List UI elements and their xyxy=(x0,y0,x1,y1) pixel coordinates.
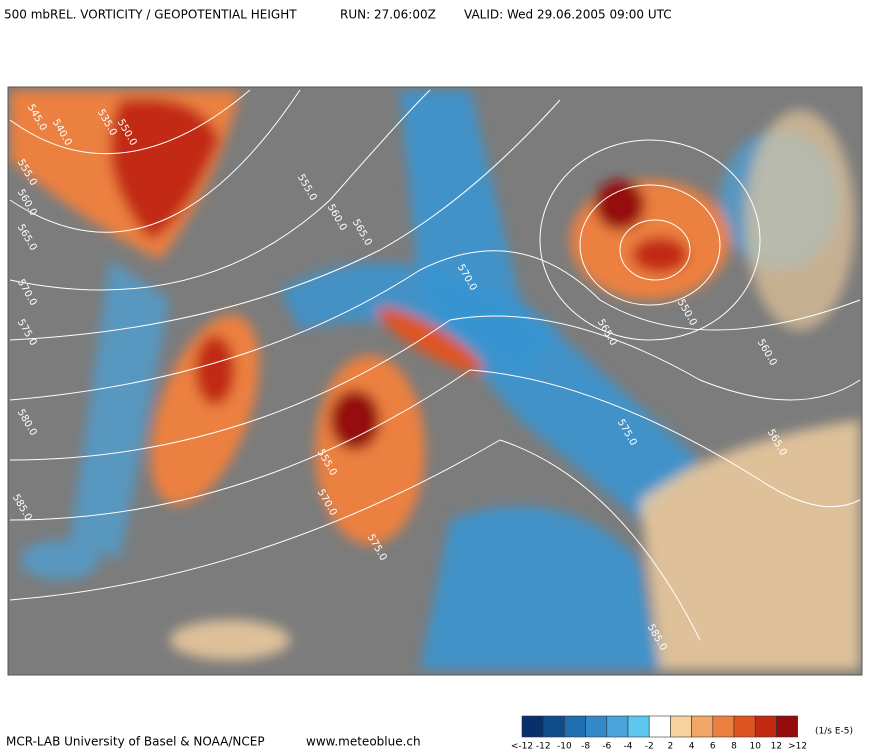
legend-label: 10 xyxy=(749,742,761,750)
legend-label: 8 xyxy=(731,742,737,750)
map-frame xyxy=(7,86,863,676)
legend-label: 2 xyxy=(668,742,674,750)
title: 500 mbREL. VORTICITY / GEOPOTENTIAL HEIG… xyxy=(4,8,297,22)
footer-source: MCR-LAB University of Basel & NOAA/NCEP xyxy=(6,735,265,749)
valid: VALID: Wed 29.06.2005 09:00 UTC xyxy=(464,8,672,22)
height-contours xyxy=(9,89,861,641)
legend-swatch xyxy=(754,715,777,738)
legend: <-12 -12 -10 -8 -6 -4 -2 2 4 6 8 10 12 >12 xyxy=(511,715,807,750)
legend-swatch xyxy=(776,715,798,738)
legend-swatch xyxy=(606,715,629,738)
legend-label: -10 xyxy=(557,742,572,750)
legend-swatch xyxy=(564,715,586,738)
legend-swatch xyxy=(542,715,565,738)
legend-label: 4 xyxy=(689,742,695,750)
run: RUN: 27.06:00Z xyxy=(340,8,436,22)
legend-label: -6 xyxy=(602,742,611,750)
legend-label: <-12 xyxy=(511,742,533,750)
legend-swatch xyxy=(521,715,544,738)
legend-label: 12 xyxy=(771,742,782,750)
legend-swatch xyxy=(585,715,608,738)
legend-label: -8 xyxy=(581,742,590,750)
footer-site: www.meteoblue.ch xyxy=(306,735,421,749)
legend-label: -4 xyxy=(624,742,633,750)
vorticity-field xyxy=(10,90,860,670)
legend-label: -12 xyxy=(536,742,551,750)
legend-label: >12 xyxy=(788,742,807,750)
legend-label: -2 xyxy=(645,742,654,750)
legend-swatch xyxy=(691,715,714,738)
legend-swatch xyxy=(627,715,650,738)
legend-label: 6 xyxy=(710,742,716,750)
legend-swatch xyxy=(670,715,692,738)
legend-unit: (1/s E-5) xyxy=(815,727,853,737)
legend-swatch xyxy=(712,715,735,738)
legend-swatch xyxy=(733,715,756,738)
legend-swatch xyxy=(648,715,671,738)
